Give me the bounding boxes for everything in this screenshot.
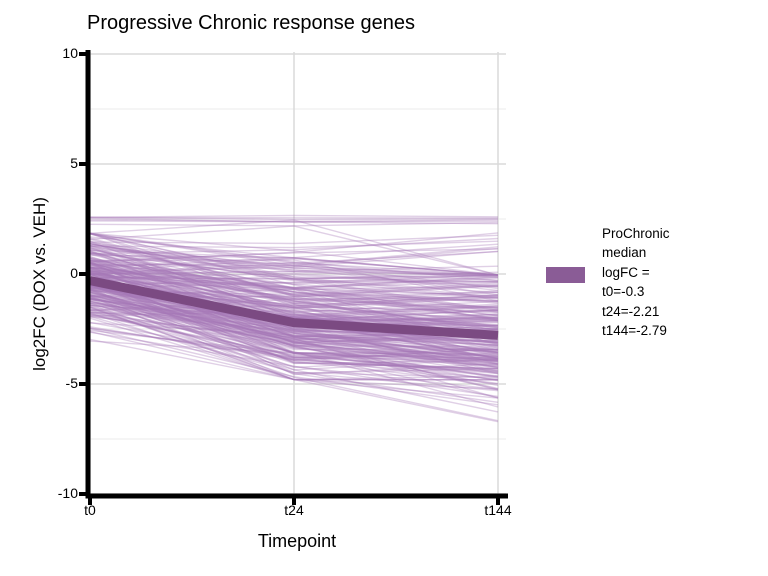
y-tick-label: 10 (62, 45, 78, 61)
median-line (89, 276, 499, 340)
chart-title: Progressive Chronic response genes (87, 12, 415, 34)
gridlines-minor (88, 108, 506, 440)
y-tick-label: 0 (70, 265, 78, 281)
axes (79, 50, 508, 505)
x-tick-label: t144 (484, 502, 512, 518)
legend-label: ProChronic median logFC = t0=-0.3 t24=-2… (602, 226, 670, 339)
x-axis-label: Timepoint (257, 531, 337, 551)
x-tick-label: t24 (284, 502, 304, 518)
y-tick-label: -10 (57, 485, 78, 501)
legend-key-swatch (546, 267, 585, 283)
y-tick-label: -5 (65, 375, 78, 391)
y-tick-label: 5 (70, 155, 78, 171)
x-tick-label: t0 (84, 502, 96, 518)
